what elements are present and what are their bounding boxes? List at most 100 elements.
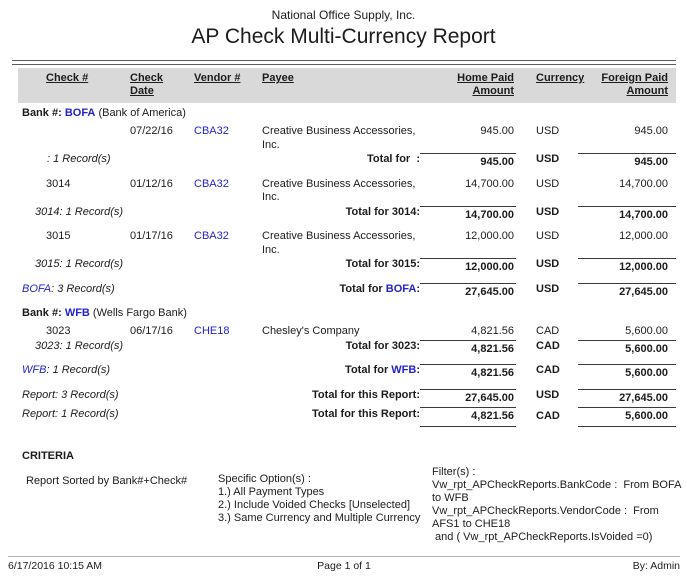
footer-datetime: 6/17/2016 10:15 AM — [8, 560, 102, 572]
column-header-currency: Currency — [536, 72, 585, 84]
currency-cell: CAD — [536, 364, 560, 376]
check-date-cell: 07/22/16 — [130, 125, 173, 137]
home-amount-cell: 945.00 — [480, 125, 514, 137]
table-row: 3014 01/12/16 CBA32 Creative Business Ac… — [18, 178, 676, 205]
total-label: Total for this Report: — [312, 408, 420, 420]
currency-cell: USD — [536, 153, 560, 165]
record-count-label: Report: 3 Record(s) — [22, 388, 119, 401]
column-header-check: Check # — [46, 72, 89, 84]
total-label: Total for : — [367, 153, 420, 165]
table-row: 3023 06/17/16 CHE18 Chesley's Company 4,… — [18, 325, 676, 339]
bank-prefix-label: Bank #: — [22, 307, 62, 319]
bank-code-link[interactable]: WFB — [64, 307, 90, 319]
group-total-row: 3015: 1 Record(s) Total for 3015: 12,000… — [18, 258, 676, 275]
page-footer: 6/17/2016 10:15 AM Page 1 of 1 By: Admin — [8, 560, 680, 572]
foreign-amount-cell: 945.00 — [634, 125, 668, 137]
bank-name-label: (Wells Fargo Bank) — [92, 307, 187, 319]
bank-code-link[interactable]: BOFA — [22, 282, 52, 295]
home-amount-cell: 4,821.56 — [471, 325, 514, 337]
column-header-check-date: Check Date — [130, 72, 164, 97]
record-count-label: BOFA: 3 Record(s) — [22, 282, 115, 295]
foreign-total-cell: 27,645.00 — [578, 388, 676, 408]
record-count-label: 3014: 1 Record(s) — [35, 205, 124, 218]
vendor-code-link[interactable]: CHE18 — [194, 325, 230, 337]
group-total-row: 3023: 1 Record(s) Total for 3023: 4,821.… — [18, 339, 676, 357]
check-number-cell: 3015 — [46, 230, 71, 242]
home-amount-cell: 14,700.00 — [465, 177, 514, 190]
total-label: Total for BOFA: — [339, 282, 420, 295]
sorted-by-label: Report Sorted by Bank#+Check# — [26, 475, 188, 487]
currency-cell: USD — [536, 205, 560, 218]
foreign-amount-cell: 5,600.00 — [625, 325, 668, 337]
currency-cell: USD — [536, 282, 560, 295]
home-amount-cell: 12,000.00 — [465, 230, 514, 242]
record-count-label: : 1 Record(s) — [47, 153, 111, 165]
home-total-cell: 12,000.00 — [420, 258, 516, 275]
filters-title: Filter(s) : — [432, 466, 476, 478]
bank-code-link[interactable]: WFB — [22, 364, 47, 376]
vendor-code-link[interactable]: CBA32 — [194, 125, 229, 137]
bank-total-row: BOFA: 3 Record(s) Total for BOFA: 27,645… — [18, 282, 676, 300]
group-total-row: 3014: 1 Record(s) Total for 3014: 14,700… — [18, 205, 676, 223]
currency-cell: USD — [536, 388, 560, 401]
column-header-payee: Payee — [262, 72, 294, 84]
bank-code-link[interactable]: WFB — [391, 364, 417, 376]
footer-page-number: Page 1 of 1 — [317, 560, 371, 572]
report-header: National Office Supply, Inc. AP Check Mu… — [0, 0, 687, 51]
report-body: Bank #: BOFA (Bank of America) 07/22/16 … — [0, 107, 687, 427]
total-label: Total for 3023: — [345, 339, 420, 352]
check-number-cell: 3023 — [46, 325, 71, 337]
total-label: Total for WFB: — [345, 364, 420, 376]
bank-code-link[interactable]: BOFA — [385, 282, 417, 295]
currency-cell: USD — [536, 177, 560, 190]
report-total-row: Report: 3 Record(s) Total for this Repor… — [18, 388, 676, 408]
home-total-cell: 945.00 — [420, 153, 516, 170]
bank-name-label: (Bank of America) — [98, 107, 186, 119]
filter-line: AFS1 to CHE18 — [432, 518, 511, 530]
home-total-cell: 4,821.56 — [420, 364, 516, 381]
total-label: Total for this Report: — [312, 388, 420, 401]
record-count-label: 3023: 1 Record(s) — [35, 339, 124, 352]
payee-cell: Creative Business Accessories, Inc. — [262, 230, 416, 256]
column-header-home-paid: Home Paid Amount — [457, 72, 514, 97]
check-date-cell: 01/17/16 — [130, 230, 173, 242]
filter-line: Vw_rpt_APCheckReports.BankCode : From BO… — [432, 479, 682, 491]
column-header-vendor: Vendor # — [194, 72, 241, 84]
currency-cell: USD — [536, 125, 560, 137]
column-header-foreign-paid: Foreign Paid Amount — [601, 72, 668, 97]
option-item: 2.) Include Voided Checks [Unselected] — [218, 499, 411, 511]
foreign-total-cell: 27,645.00 — [578, 282, 676, 300]
foreign-amount-cell: 14,700.00 — [619, 177, 668, 190]
filter-line: and ( Vw_rpt_APCheckReports.IsVoided =0) — [432, 531, 653, 543]
payee-cell: Creative Business Accessories, Inc. — [262, 177, 416, 204]
check-date-cell: 01/12/16 — [130, 177, 173, 190]
record-count-label: WFB: 1 Record(s) — [22, 364, 111, 376]
home-total-cell: 4,821.56 — [420, 408, 516, 427]
report-totals-section: Report: 3 Record(s) Total for this Repor… — [0, 388, 687, 427]
table-header-row: Check # Check Date Vendor # Payee Home P… — [18, 68, 676, 103]
foreign-total-cell: 5,600.00 — [578, 364, 676, 381]
record-count-label: Report: 1 Record(s) — [22, 408, 119, 420]
bank-total-row: WFB: 1 Record(s) Total for WFB: 4,821.56… — [18, 364, 676, 381]
foreign-amount-cell: 12,000.00 — [619, 230, 668, 242]
bank-prefix-label: Bank #: — [22, 107, 62, 119]
bank-group-header-wfb: Bank #: WFB (Wells Fargo Bank) — [18, 307, 676, 322]
vendor-code-link[interactable]: CBA32 — [194, 177, 229, 190]
currency-cell: CAD — [536, 325, 560, 337]
report-total-row: Report: 1 Record(s) Total for this Repor… — [18, 408, 676, 427]
option-item: 1.) All Payment Types — [218, 486, 325, 498]
currency-cell: CAD — [536, 410, 560, 422]
payee-cell: Chesley's Company — [262, 325, 360, 337]
bank-group-header-bofa: Bank #: BOFA (Bank of America) — [18, 107, 676, 122]
filter-line: Vw_rpt_APCheckReports.VendorCode : From — [432, 505, 659, 517]
specific-options-block: Specific Option(s) : 1.) All Payment Typ… — [218, 473, 420, 525]
total-label: Total for 3014: — [345, 205, 420, 218]
vendor-code-link[interactable]: CBA32 — [194, 230, 229, 242]
currency-cell: USD — [536, 258, 560, 270]
bank-code-link[interactable]: BOFA — [64, 107, 96, 119]
table-row: 07/22/16 CBA32 Creative Business Accesso… — [18, 125, 676, 152]
home-total-cell: 27,645.00 — [420, 282, 516, 300]
criteria-heading: CRITERIA — [22, 450, 74, 462]
footer-rule — [8, 556, 680, 557]
